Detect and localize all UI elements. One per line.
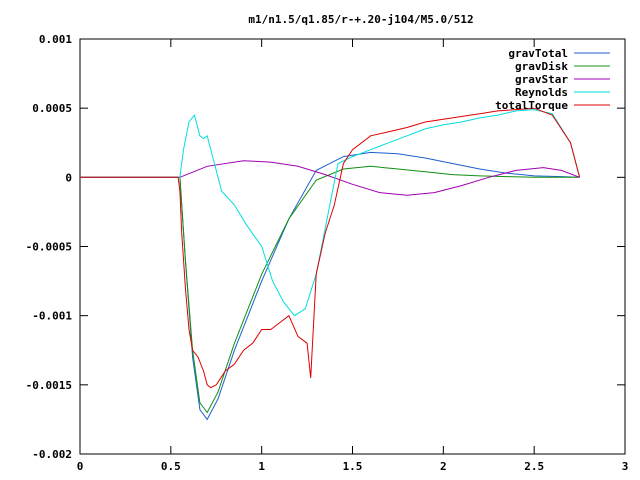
legend-label: gravStar [515,73,568,86]
series-line-totalTorque [80,107,581,389]
y-tick-label: 0 [65,171,72,184]
y-tick-label: -0.0005 [26,241,72,254]
legend-label: gravDisk [515,60,568,73]
x-tick-label: 1 [258,460,265,473]
y-tick-label: 0.0005 [32,102,72,115]
y-tick-label: -0.0015 [26,379,72,392]
legend-label: gravTotal [508,47,568,60]
legend-label: Reynolds [515,86,568,99]
chart-title: m1/n1.5/q1.85/r-+.20-j104/M5.0/512 [248,13,473,26]
x-tick-label: 1.5 [343,460,363,473]
y-tick-label: 0.001 [39,33,72,46]
x-tick-label: 2 [440,460,447,473]
x-tick-label: 3 [622,460,629,473]
x-tick-label: 0 [77,460,84,473]
legend-label: totalTorque [495,99,568,112]
series-line-gravStar [80,160,580,196]
x-tick-label: 0.5 [161,460,181,473]
x-tick-label: 2.5 [524,460,544,473]
y-tick-label: -0.001 [32,310,72,323]
series-line-Reynolds [80,109,581,317]
series-layer [80,107,581,421]
y-tick-label: -0.002 [32,448,72,461]
legend: gravTotalgravDiskgravStarReynoldstotalTo… [495,47,610,112]
series-line-gravDisk [80,165,580,414]
series-line-gravTotal [80,151,580,421]
